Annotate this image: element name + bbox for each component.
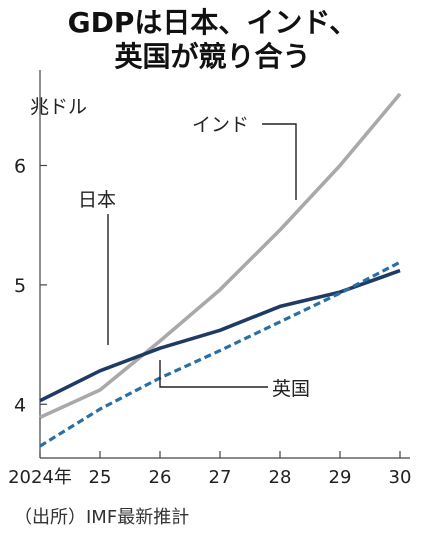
x-tick-label: 30 — [389, 467, 412, 488]
source-note: （出所）IMF最新推計 — [14, 507, 190, 528]
series-line-0 — [39, 92, 402, 420]
y-tick-label: 6 — [14, 156, 26, 178]
series-line-2 — [39, 260, 401, 448]
x-tick-label: 26 — [149, 467, 172, 488]
x-tick-label: 25 — [89, 467, 112, 488]
series-label: インド — [192, 114, 249, 136]
x-tick-label: 28 — [269, 467, 292, 488]
y-tick-label: 4 — [14, 394, 26, 416]
x-tick-label: 27 — [209, 467, 232, 488]
series-label: 日本 — [78, 189, 116, 211]
y-tick-label: 5 — [14, 275, 26, 297]
y-axis-label: 兆ドル — [30, 96, 87, 118]
x-tick-label: 29 — [329, 467, 352, 488]
chart-title-line1: GDPは日本、インド、 — [67, 6, 358, 39]
series-line-1 — [39, 268, 401, 403]
series-label: 英国 — [272, 378, 310, 400]
callout-leader-line — [159, 360, 268, 388]
chart-title-line2: 英国が競り合う — [114, 40, 311, 73]
callout-leader-line — [262, 123, 297, 200]
x-tick-label: 2024年 — [8, 467, 72, 488]
